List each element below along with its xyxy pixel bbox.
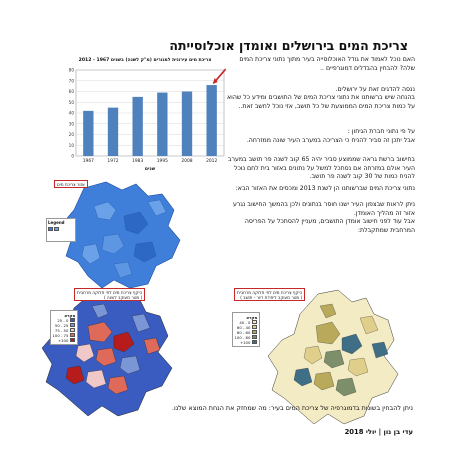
consumption-map-blue-red-legend-label: 100+ [57,337,69,343]
chart-y-tick-label: 20 [69,132,75,137]
consumption-map-yellow-teal-legend-label: 100+ [239,339,251,345]
consumption-map-blue-red-legend-label: 50 - 75 [54,327,69,333]
chart-y-tick-label: 40 [69,111,75,116]
chart-bar [132,96,143,156]
consumption-map-blue-red-legend-swatch [70,338,76,342]
bar-chart-svg: 0 10 20 30 40 50 60 70 80 1967 1972 1983 1995 2008 201… [69,68,227,172]
page-title: צריכת המים בירושלים ואומדן אוכלוסייתה [169,38,408,53]
consumption-map-blue-red-legend-label: 0 - 25 [57,317,69,323]
consumption-map-blue-red-legend-item: 75 - 100 [53,333,76,338]
chart-x-tick-label: 1995 [157,158,168,164]
paragraph-east-west: אבל יתכן זה סביר להניח כי הצריכה במערב ה… [246,137,415,144]
chart-x-axis-label: שנים [145,167,156,172]
consumption-map-yellow-teal-legend-item: 0 - 40 [235,320,258,325]
coverage-map-legend-title: Legend [48,220,65,225]
chart-y-tick-label: 50 [69,100,75,105]
chart-y-tick-label: 80 [69,68,75,73]
coverage-map-legend-swatches [48,227,74,231]
consumption-map-yellow-teal-legend-swatch [252,330,258,334]
consumption-map-blue-red-legend-item: 0 - 25 [53,318,76,323]
paragraph-calculation: בחישוב ברשת גראה שממוצע סביר יהיה 65 קוב… [227,156,415,181]
coverage-map-title: אזור צריכת מים [54,180,88,189]
consumption-map-blue-red-legend-label: 25 - 50 [54,322,69,328]
consumption-map-yellow-teal-legend-item: 60 - 80 [235,330,258,335]
consumption-map-yellow-teal-legend-label: 0 - 40 [239,319,251,325]
consumption-map-yellow-teal-graphic [267,289,399,425]
consumption-map-yellow-teal-title-line2: ( מטר מעוקב ליחידת דיור - תושב ) [240,294,303,300]
chart-x-tick-label: 2012 [206,158,217,164]
paragraph-north-missing: ניתן לראות שבצפון העיר ישנו חוסר בנתונים… [233,201,415,217]
consumption-map-yellow-teal-legend-swatch [252,325,258,329]
consumption-map-blue-red-legend-title: מקרא [64,312,76,318]
chart-bar [181,91,193,156]
consumption-map-yellow-teal-legend-swatch [252,340,258,344]
coverage-map: אזור צריכת מים Legend [44,176,192,296]
conclusion-text: ניתן להבחין בשונות בדמוגרפיה של צריכת המ… [171,404,413,412]
chart-y-tick-label: 60 [69,89,75,94]
consumption-map-yellow-teal-legend-label: 40 - 60 [236,324,251,330]
consumption-map-yellow-teal-legend-label: 60 - 80 [236,329,251,335]
consumption-map-yellow-teal-legend-title: מקרא [246,314,258,320]
consumption-map-blue-red-legend-item: 100+ [53,338,76,343]
paragraph-data-coverage: נתוני צריכת המים שברשותנו הן לשנת 2013 ו… [235,185,415,192]
consumption-map-blue-red-legend-item: 50 - 75 [53,328,76,333]
consumption-map-blue-red-legend-label: 75 - 100 [52,332,69,338]
coverage-map-legend: Legend [46,218,76,242]
paragraph-intro-question: האם נוכל לאמוד את גודל האוכלוסייה בעיר מ… [239,56,415,72]
consumption-map-yellow-teal-legend-item: 40 - 60 [235,325,258,330]
paragraph-spatial-distribution: אבל עוד לפני חישוב אומדן התושבים, מעניין… [244,218,415,234]
consumption-map-yellow-teal-title: היקף צריכת מים לפי חלוקה מרחבית ( מטר מע… [234,288,306,302]
consumption-map-blue-red-legend-item: 25 - 50 [53,323,76,328]
consumption-map-blue-red-legend-swatch [70,323,76,327]
consumption-map-yellow-teal-legend: מקרא 0 - 40 40 - 60 60 - 80 80 - 100 100+ [232,312,260,347]
chart-bar [157,92,168,156]
chart-x-tick-label: 1972 [107,158,118,164]
paragraph-jerusalem-demo: ננסה להדגים זאת על ירושלים. [335,86,415,93]
consumption-map-blue-red-legend-swatch [70,328,76,332]
chart-bar [206,85,217,156]
paragraph-assumption: בהנחה שיש ברשותנו את נתוני צריכת המים של… [227,94,415,110]
chart-highlight-arrow-head [212,78,218,85]
consumption-map-blue-red-legend: מקרא 0 - 25 25 - 50 50 - 75 75 - 100 100+ [50,310,78,345]
paragraph-gihon-data: על פי נתוני חברת הגיחון : [347,128,415,135]
consumption-map-yellow-teal-legend-item: 100+ [235,340,258,345]
consumption-map-yellow-teal-legend-label: 80 - 100 [234,334,251,340]
chart-y-tick-label: 0 [71,154,74,159]
consumption-map-blue-red-title-line1: היקף צריכת מים לפי חלוקה מרחבית [77,289,143,295]
chart-caption: צריכת מים עירונית למגורים (מ"ק לשנה) בשנ… [78,58,212,63]
consumption-map-yellow-teal: היקף צריכת מים לפי חלוקה מרחבית ( מטר מע… [228,286,416,436]
consumption-map-blue-red-legend-swatch [70,333,76,337]
coverage-map-graphic [44,176,192,296]
chart-y-tick-label: 70 [69,78,75,83]
consumption-map-yellow-teal-legend-swatch [252,320,258,324]
chart-y-tick-label: 10 [69,143,75,148]
chart-x-tick-label: 2008 [181,158,192,164]
consumption-map-yellow-teal-legend-item: 80 - 100 [235,335,258,340]
chart-y-tick-label: 30 [69,121,75,126]
water-consumption-chart: צריכת מים עירונית למגורים (מ"ק לשנה) בשנ… [60,58,230,173]
consumption-map-yellow-teal-title-line1: היקף צריכת מים לפי חלוקה מרחבית [237,289,303,295]
consumption-map-blue-red-title: היקף צריכת מים לפי חלוקה מרחבית ( מטר מע… [74,288,146,302]
consumption-map-blue-red-title-line2: ( מטר מעוקב לשנה ) [103,294,143,300]
chart-bar [83,110,94,156]
author-signature: עדי בן נון | יולי 2018 [344,428,413,436]
chart-x-tick-label: 1983 [132,158,143,164]
chart-x-tick-label: 1967 [83,158,94,164]
chart-bar [107,107,119,156]
consumption-map-blue-red: היקף צריכת מים לפי חלוקה מרחבית ( מטר מע… [28,286,186,426]
consumption-map-blue-red-legend-swatch [70,318,76,322]
consumption-map-yellow-teal-legend-swatch [252,335,258,339]
